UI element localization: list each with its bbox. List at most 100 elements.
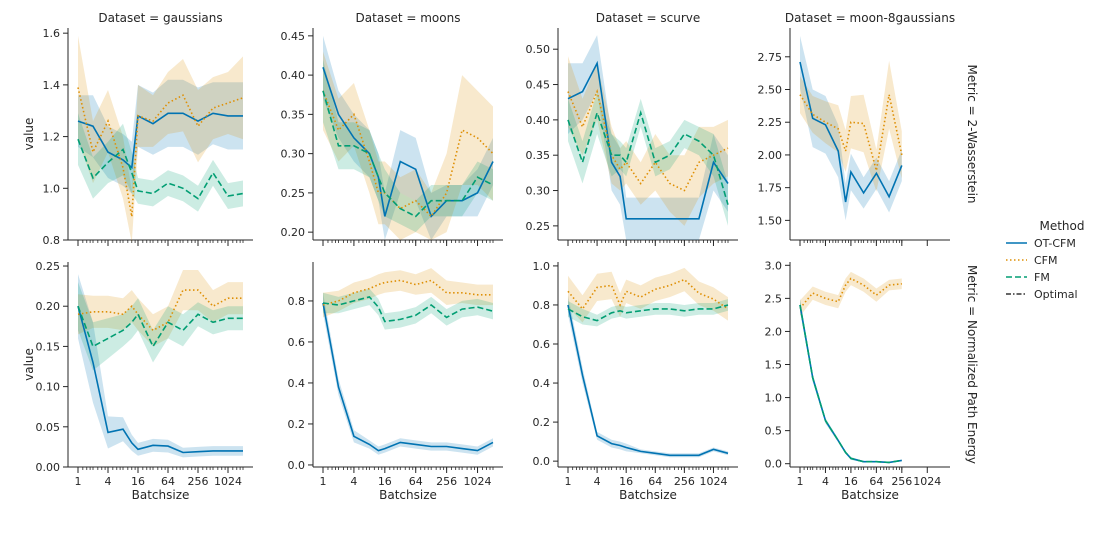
line-fm [567, 304, 729, 322]
y-tick-label: 0.25 [526, 220, 551, 233]
y-tick-label: 2.50 [758, 84, 783, 97]
y-tick-label: 0.35 [526, 149, 551, 162]
band-cfm [800, 271, 902, 317]
line-fm [322, 296, 494, 323]
y-tick-label: 0.5 [765, 425, 783, 438]
x-tick-label: 256 [674, 475, 695, 488]
line-cfm [567, 88, 729, 192]
y-tick-label: 0.8 [533, 299, 551, 312]
legend-label: CFM [1034, 254, 1058, 267]
band-cfm [323, 51, 493, 240]
legend-title: Method [1039, 219, 1084, 233]
y-tick-label: 2.0 [765, 325, 783, 338]
band-fm [568, 91, 728, 226]
lines [799, 277, 902, 464]
bands [323, 268, 493, 455]
y-tick-label: 0.40 [526, 114, 551, 127]
band-cfm [78, 35, 243, 243]
y-tick-label: 1.5 [765, 359, 783, 372]
x-tick-label: 64 [161, 475, 175, 488]
x-tick-label: 1024 [464, 475, 492, 488]
y-tick-label: 1.4 [43, 79, 61, 92]
y-tick-label: 2.75 [758, 51, 783, 64]
lines [567, 60, 729, 220]
y-tick-label: 0.2 [288, 418, 306, 431]
legend-item: OT-CFM [1006, 237, 1076, 250]
x-axis-label: Batchsize [132, 488, 190, 502]
x-tick-label: 16 [619, 475, 633, 488]
lines [77, 289, 243, 454]
y-tick-label: 0.50 [526, 43, 551, 56]
line-fm [77, 138, 244, 200]
x-tick-label: 256 [436, 475, 457, 488]
x-tick-label: 4 [822, 475, 829, 488]
x-tick-label: 64 [869, 475, 883, 488]
panel-7: 0.0 0.5 1.0 1.5 2.0 2.5 3.0 1 4 16 64 256 1024 Batchs… [765, 259, 950, 502]
y-tick-label: 0.15 [36, 340, 61, 353]
x-axis-label: Batchsize [841, 488, 899, 502]
y-tick-label: 0.25 [281, 187, 306, 200]
y-tick-label: 0.6 [533, 338, 551, 351]
x-tick-label: 4 [350, 475, 357, 488]
x-tick-label: 64 [409, 475, 423, 488]
x-axis-label: Batchsize [379, 488, 437, 502]
band-fm [78, 113, 243, 212]
y-tick-label: 1.0 [765, 392, 783, 405]
y-tick-label: 0.25 [36, 260, 61, 273]
y-tick-label: 1.50 [758, 214, 783, 227]
y-tick-label: 0.30 [526, 185, 551, 198]
y-tick-label: 0.45 [526, 79, 551, 92]
y-tick-label: 0.30 [281, 148, 306, 161]
row-label: Metric = Normalized Path Energy [965, 265, 979, 464]
line-fm [77, 305, 243, 349]
y-tick-label: 0.10 [36, 381, 61, 394]
legend-label: OT-CFM [1034, 237, 1076, 250]
line-fm [322, 90, 494, 218]
y-tick-label: 0.0 [765, 458, 783, 471]
line-ot-cfm [567, 60, 729, 220]
panel-2: Dataset = scurve 0.25 0.30 0.35 0.40 0.45 0.50 [526, 11, 738, 246]
lines [77, 87, 244, 217]
bands [78, 35, 243, 243]
band-ot-cfm [800, 298, 902, 463]
legend-item: Optimal [1006, 288, 1078, 301]
y-tick-label: 0.0 [533, 455, 551, 468]
line-cfm [322, 279, 493, 306]
lines [567, 278, 729, 457]
bands [323, 35, 493, 241]
y-tick-label: 0.40 [281, 69, 306, 82]
x-tick-label: 1 [565, 475, 572, 488]
legend-label: FM [1034, 271, 1050, 284]
y-tick-label: 0.6 [288, 336, 306, 349]
legend: Method OT-CFM CFM FM Optimal [1006, 219, 1085, 301]
x-tick-label: 256 [891, 475, 912, 488]
band-fm [568, 299, 728, 327]
x-tick-label: 1024 [699, 475, 727, 488]
y-tick-label: 0.00 [36, 461, 61, 474]
x-tick-label: 4 [105, 475, 112, 488]
y-tick-label: 0.8 [288, 295, 306, 308]
lines [322, 279, 494, 452]
band-cfm [800, 60, 902, 192]
x-tick-label: 1024 [214, 475, 242, 488]
line-ot-cfm [799, 304, 902, 464]
band-fm [78, 282, 243, 371]
y-tick-label: 0.20 [36, 300, 61, 313]
x-tick-label: 256 [188, 475, 209, 488]
legend-label: Optimal [1034, 288, 1078, 301]
lines [799, 61, 903, 203]
y-tick-label: 1.75 [758, 182, 783, 195]
panel-title: Dataset = scurve [596, 11, 701, 25]
band-ot-cfm [78, 79, 243, 194]
band-ot-cfm [323, 35, 493, 241]
x-tick-label: 16 [131, 475, 145, 488]
y-tick-label: 1.2 [43, 131, 61, 144]
panel-5: 0.0 0.2 0.4 0.6 0.8 1 4 16 64 256 1024 Batchsize [288, 262, 503, 502]
band-cfm [568, 267, 728, 323]
y-tick-label: 1.0 [43, 182, 61, 195]
band-cfm [78, 270, 243, 347]
bands [568, 267, 728, 458]
y-tick-label: 0.4 [288, 377, 306, 390]
line-ot-cfm [322, 302, 494, 452]
